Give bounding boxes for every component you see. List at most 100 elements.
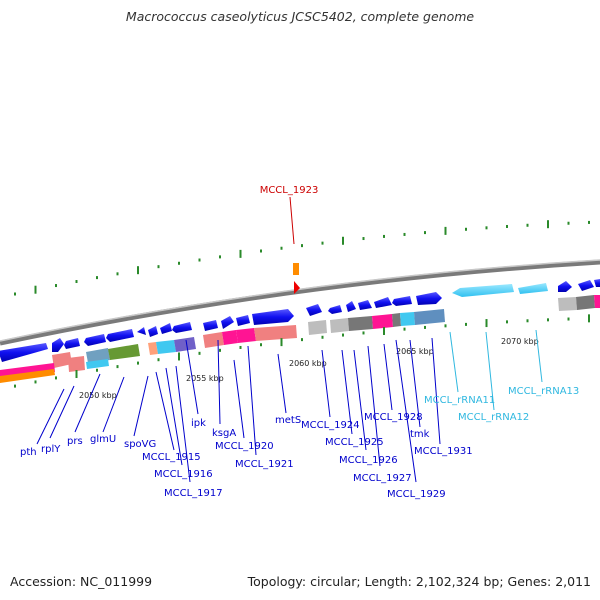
cog-block[interactable] <box>203 332 224 348</box>
outer-tick <box>444 226 447 235</box>
inner-tick <box>280 338 283 347</box>
outer-tick <box>116 272 119 276</box>
cog-block[interactable] <box>558 297 577 311</box>
gene-label[interactable]: MCCL_1920 <box>215 441 274 452</box>
cog-block[interactable] <box>86 359 109 369</box>
gene-arrow[interactable] <box>346 301 356 312</box>
gene-label[interactable]: prs <box>67 436 83 447</box>
gene-arrow[interactable] <box>328 305 342 314</box>
cog-block[interactable] <box>0 369 55 383</box>
cog-block[interactable] <box>222 330 238 345</box>
gene-arrow[interactable] <box>84 334 106 346</box>
inner-tick <box>362 331 365 335</box>
gene-label[interactable]: rplY <box>41 444 61 455</box>
gene-arrow[interactable] <box>172 322 192 333</box>
gene-arrow[interactable] <box>160 323 172 334</box>
outer-tick <box>465 227 467 231</box>
gene-arrow[interactable] <box>578 280 594 291</box>
gene-arrow[interactable] <box>137 327 146 335</box>
gene-label[interactable]: MCCL_1927 <box>353 473 412 484</box>
gene-label[interactable]: spoVG <box>124 439 156 450</box>
gene-label[interactable]: ksgA <box>212 428 236 439</box>
inner-tick <box>321 335 324 339</box>
cog-block[interactable] <box>108 344 140 360</box>
cog-block[interactable] <box>392 313 401 327</box>
gene-arrow[interactable] <box>416 292 442 305</box>
outer-tick <box>34 285 37 294</box>
cog-block[interactable] <box>52 352 72 368</box>
inner-tick <box>137 361 139 365</box>
inner-tick <box>34 380 37 384</box>
gene-arrow[interactable] <box>306 304 322 316</box>
outer-tick <box>567 221 570 225</box>
scale-tick-label: 2050 kbp <box>79 391 117 400</box>
gene-arrow[interactable] <box>106 329 134 342</box>
cog-block[interactable] <box>576 295 595 310</box>
gene-arrow[interactable] <box>558 281 572 292</box>
gene-arrow[interactable] <box>64 338 80 349</box>
gene-arrow[interactable] <box>148 326 158 337</box>
gene-arrow[interactable] <box>374 297 392 308</box>
cog-block[interactable] <box>372 314 393 329</box>
gene-arrow[interactable] <box>221 316 234 329</box>
cog-block[interactable] <box>414 309 445 325</box>
rrna-label[interactable]: MCCL_rRNA12 <box>458 412 529 423</box>
gene-label[interactable]: MCCL_1915 <box>142 452 201 463</box>
genome-summary: Topology: circular; Length: 2,102,324 bp… <box>247 574 591 589</box>
gene-label[interactable]: metS <box>275 415 301 426</box>
highlight-gene[interactable] <box>293 263 299 275</box>
rrna-label[interactable]: MCCL_rRNA11 <box>424 395 495 406</box>
gene-label[interactable]: MCCL_1928 <box>364 412 423 423</box>
gene-arrow[interactable] <box>252 309 294 325</box>
red-triangle-icon[interactable] <box>294 281 300 294</box>
gene-label[interactable]: MCCL_1917 <box>164 488 223 499</box>
gene-arrow[interactable] <box>452 284 514 297</box>
cog-track <box>0 295 600 383</box>
cog-block[interactable] <box>174 337 196 352</box>
outer-tick <box>178 261 180 265</box>
scale-tick-label: 2065 kbp <box>396 347 434 356</box>
gene-arrow[interactable] <box>52 338 64 352</box>
outer-tick <box>383 234 385 238</box>
gene-label[interactable]: glmU <box>90 434 116 445</box>
cog-block[interactable] <box>594 295 600 308</box>
gene-arrow[interactable] <box>392 296 412 306</box>
gene-label[interactable]: ipk <box>191 418 206 429</box>
inner-tick <box>55 376 57 380</box>
gene-arrow[interactable] <box>594 279 600 287</box>
gene-label[interactable]: tmk <box>410 429 430 440</box>
rrna-label[interactable]: MCCL_rRNA13 <box>508 386 579 397</box>
cog-block[interactable] <box>156 340 176 354</box>
cog-block[interactable] <box>236 328 256 343</box>
cog-block[interactable] <box>68 356 85 372</box>
cog-block[interactable] <box>400 312 415 326</box>
cog-block[interactable] <box>86 348 110 363</box>
gene-label[interactable]: MCCL_1924 <box>301 420 360 431</box>
gene-arrow[interactable] <box>0 343 48 362</box>
gene-arrow[interactable] <box>358 300 372 310</box>
gene-arrow[interactable] <box>203 320 218 331</box>
gene-label[interactable]: MCCL_1916 <box>154 469 213 480</box>
inner-tick <box>444 324 447 328</box>
gene-label[interactable]: pth <box>20 447 37 458</box>
gene-label[interactable]: MCCL_1926 <box>339 455 398 466</box>
cog-block[interactable] <box>348 316 373 331</box>
inner-tick <box>342 333 344 337</box>
inner-tick-ring <box>14 314 590 388</box>
rrna-leader-lines <box>449 329 543 411</box>
inner-tick <box>157 358 160 362</box>
cog-block[interactable] <box>254 325 297 341</box>
gene-label[interactable]: MCCL_1931 <box>414 446 473 457</box>
gene-arrow[interactable] <box>236 315 250 326</box>
cog-block[interactable] <box>308 320 327 335</box>
inner-tick <box>198 351 201 355</box>
gene-label[interactable]: MCCL_1929 <box>387 489 446 500</box>
gene-arrow[interactable] <box>518 283 548 294</box>
gene-label[interactable]: MCCL_1921 <box>235 459 294 470</box>
cog-block[interactable] <box>148 342 158 355</box>
outer-tick <box>362 237 365 241</box>
highlight-label[interactable]: MCCL_1923 <box>260 185 319 196</box>
gene-label[interactable]: MCCL_1925 <box>325 437 384 448</box>
cog-block[interactable] <box>330 318 349 333</box>
